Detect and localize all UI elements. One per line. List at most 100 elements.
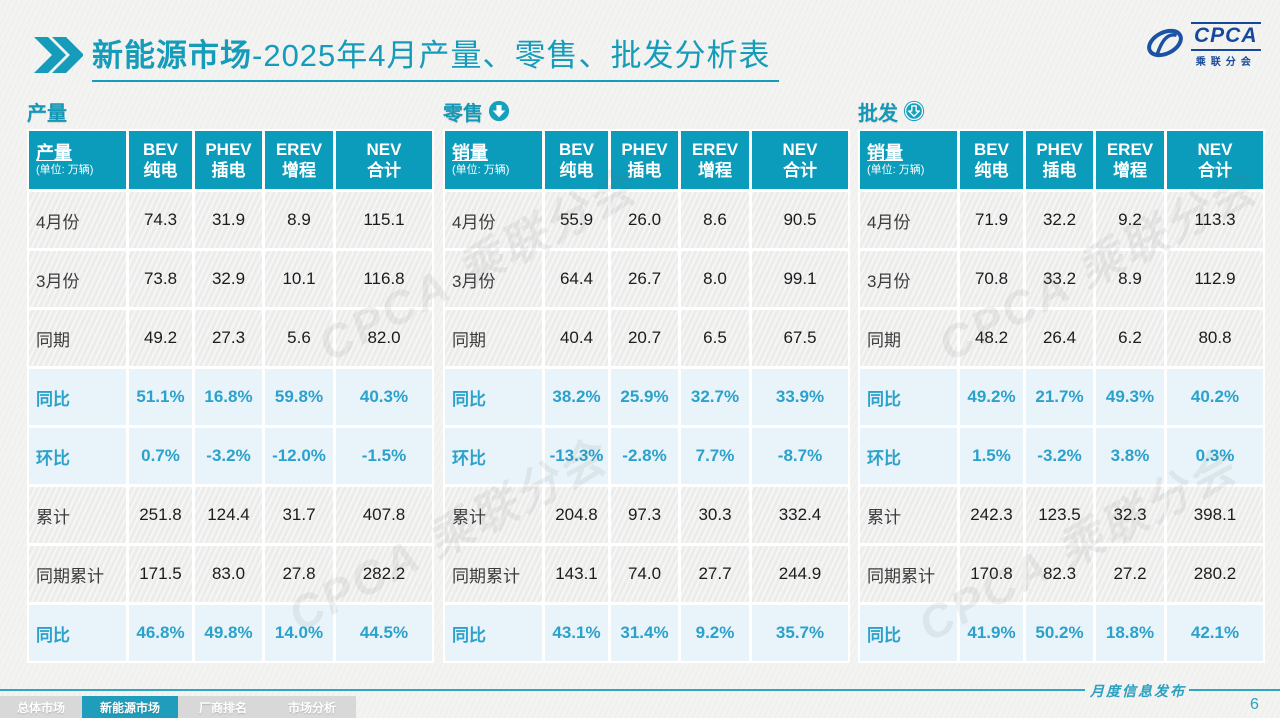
column-header-line1: PHEV [1036,139,1083,159]
row-label: 累计 [860,487,957,543]
table-cell: 59.8% [265,369,333,425]
table-cell: 48.2 [960,310,1023,366]
table-cell: 280.2 [1167,546,1263,602]
table-cell: 113.3 [1167,192,1263,248]
row-label: 同比 [860,605,957,661]
table-cell: 49.2 [129,310,192,366]
column-header-line2: 插电 [211,161,246,180]
column-header-line2: 合计 [367,161,401,180]
table-cell: 398.1 [1167,487,1263,543]
table-cell: 0.3% [1167,428,1263,484]
table-cell: 21.7% [1026,369,1093,425]
column-header-line2: 增程 [282,161,316,180]
table-cell: 18.8% [1096,605,1164,661]
column-header: PHEV 插电 [1026,131,1093,189]
table-cell: 35.7% [752,605,848,661]
table-cell: 73.8 [129,251,192,307]
tab-overall-market[interactable]: 总体市场 [0,696,82,718]
logo-subtext: 乘联分会 [1195,56,1256,68]
table-cell: 251.8 [129,487,192,543]
row-label: 累计 [445,487,542,543]
column-header-line2: 纯电 [143,161,178,180]
table-cell: 242.3 [960,487,1023,543]
table-cell: 32.7% [681,369,749,425]
row-label: 同比 [29,605,126,661]
table-cell: 49.2% [960,369,1023,425]
table-cell: 32.9 [195,251,262,307]
column-header-line1: PHEV [205,139,252,159]
table-cell: 0.7% [129,428,192,484]
production-table: 产量 (单位: 万辆) BEV 纯电 PHEV 插电 EREV 增程 NEV 合计 4月份 74.3 3… [27,129,434,663]
table-cell: 26.7 [611,251,678,307]
table-cell: 31.4% [611,605,678,661]
table-cell: 6.2 [1096,310,1164,366]
column-header: NEV 合计 [752,131,848,189]
table-cell: 71.9 [960,192,1023,248]
table-cell: 9.2% [681,605,749,661]
table-cell: 27.7 [681,546,749,602]
table-cell: 170.8 [960,546,1023,602]
table-cell: 8.9 [1096,251,1164,307]
table-cell: 332.4 [752,487,848,543]
column-header-line2: 插电 [627,161,662,180]
header-unit-note: (单位: 万辆) [867,164,925,177]
table-cell: 49.3% [1096,369,1164,425]
column-header: BEV 纯电 [545,131,608,189]
column-header: NEV 合计 [336,131,432,189]
table-cell: 90.5 [752,192,848,248]
wholesale-block: 批发 销量 (单位: 万辆) BEV 纯电 PHEV 插电 EREV 增程 NEV 合计 4月份 71… [858,96,1265,663]
row-label: 3月份 [860,251,957,307]
row-label: 3月份 [29,251,126,307]
row-label: 同期 [445,310,542,366]
table-cell: -8.7% [752,428,848,484]
tab-manufacturer-ranking[interactable]: 厂商排名 [178,696,268,718]
table-cell: 64.4 [545,251,608,307]
footer-divider-left [0,689,1085,691]
table-cell: 27.3 [195,310,262,366]
cpca-logo: CPCA 乘联分会 [1144,20,1264,70]
wholesale-section-head: 批发 [858,96,1265,126]
header-measure-label: 销量 [452,142,488,163]
table-cell: 244.9 [752,546,848,602]
table-cell: 25.9% [611,369,678,425]
down-arrow-outline-circle-icon [903,100,925,122]
table-cell: 55.9 [545,192,608,248]
table-cell: 80.8 [1167,310,1263,366]
table-cell: 407.8 [336,487,432,543]
table-cell: 31.7 [265,487,333,543]
row-label: 同期累计 [29,546,126,602]
row-label: 4月份 [860,192,957,248]
table-header-unit: 销量 (单位: 万辆) [445,131,542,189]
table-cell: -3.2% [1026,428,1093,484]
header-unit-note: (单位: 万辆) [36,164,94,177]
page-title-rest: -2025年4月产量、零售、批发分析表 [252,38,771,73]
table-cell: 40.3% [336,369,432,425]
table-cell: 32.2 [1026,192,1093,248]
table-cell: 115.1 [336,192,432,248]
footer-note: 月度信息发布 [1090,685,1186,700]
table-cell: 204.8 [545,487,608,543]
table-cell: 124.4 [195,487,262,543]
table-cell: -13.3% [545,428,608,484]
page-number: 6 [1250,696,1259,713]
column-header-line2: 增程 [1113,161,1147,180]
table-cell: 5.6 [265,310,333,366]
table-cell: 8.9 [265,192,333,248]
retail-block: 零售 销量 (单位: 万辆) BEV 纯电 PHEV 插电 EREV 增程 NEV 合计 4月份 55… [443,96,850,663]
production-section-label: 产量 [27,102,67,125]
table-cell: 33.2 [1026,251,1093,307]
table-cell: 9.2 [1096,192,1164,248]
tab-nev-market[interactable]: 新能源市场 [82,696,178,718]
table-cell: 8.0 [681,251,749,307]
table-cell: -1.5% [336,428,432,484]
column-header-line2: 合计 [1198,161,1232,180]
column-header-line2: 纯电 [559,161,594,180]
column-header-line1: BEV [559,139,594,159]
table-cell: 16.8% [195,369,262,425]
table-cell: 112.9 [1167,251,1263,307]
tab-market-analysis[interactable]: 市场分析 [268,696,356,718]
table-cell: 99.1 [752,251,848,307]
table-cell: 42.1% [1167,605,1263,661]
column-header-line1: BEV [974,139,1009,159]
table-cell: 44.5% [336,605,432,661]
